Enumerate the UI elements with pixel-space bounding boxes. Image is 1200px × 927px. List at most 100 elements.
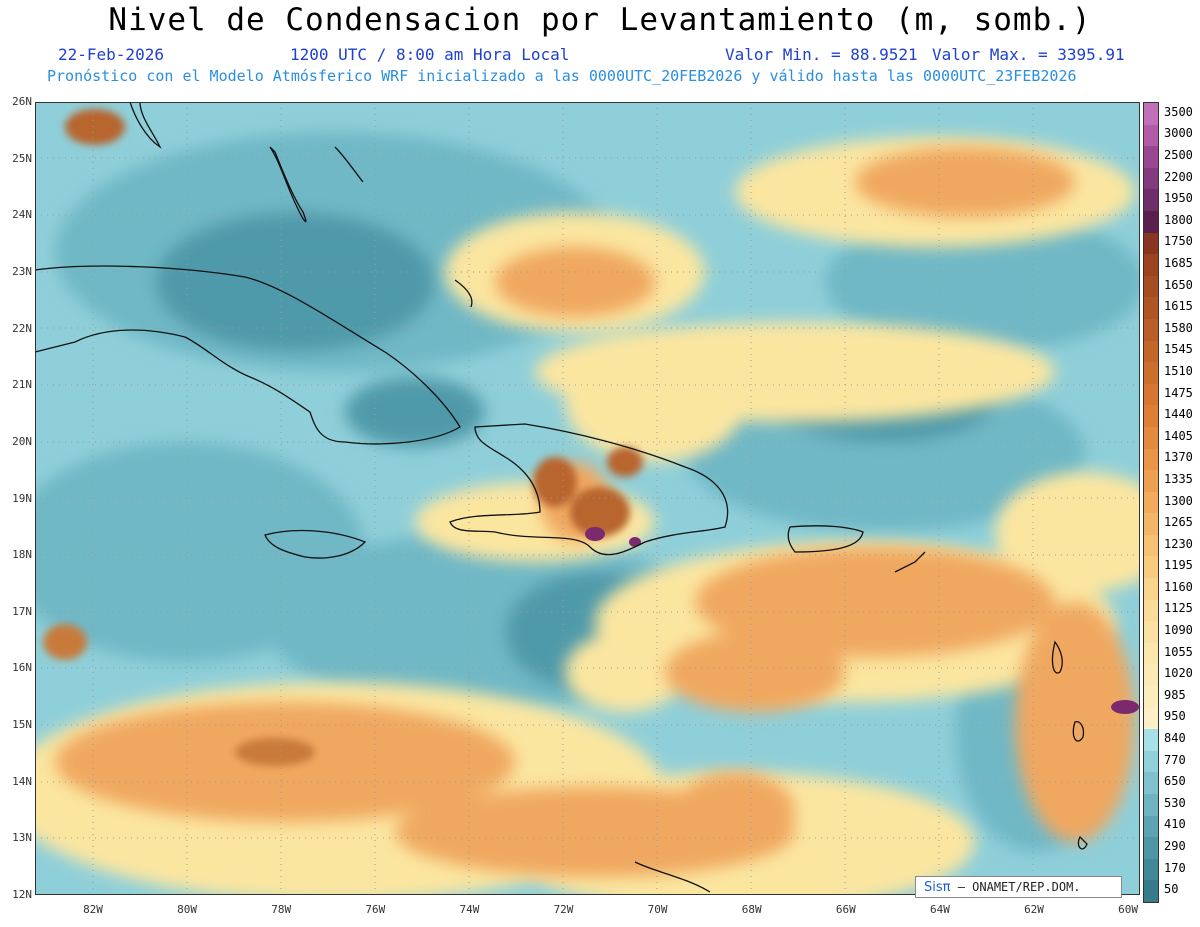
forecast-time: 1200 UTC / 8:00 am Hora Local <box>290 45 570 64</box>
colorbar-segment <box>1144 470 1158 493</box>
colorbar-segment <box>1144 167 1158 190</box>
lon-label: 60W <box>1118 903 1139 916</box>
colorbar-label: 1020 <box>1164 666 1193 681</box>
lon-label: 64W <box>929 903 950 916</box>
colorbar-segment <box>1144 513 1158 536</box>
colorbar-label: 1090 <box>1164 623 1193 638</box>
colorbar-segment <box>1144 578 1158 601</box>
lat-label: 26N <box>12 95 32 108</box>
colorbar-label: 1650 <box>1164 277 1193 292</box>
colorbar-label: 1195 <box>1164 558 1193 573</box>
map-panel[interactable] <box>35 102 1140 895</box>
colorbar-label: 1370 <box>1164 450 1193 465</box>
colorbar-label: 1580 <box>1164 320 1193 335</box>
colorbar <box>1143 102 1159 903</box>
colorbar-label: 1510 <box>1164 363 1193 378</box>
colorbar-segment <box>1144 426 1158 449</box>
brown-zones <box>43 109 643 766</box>
lat-label: 21N <box>12 378 32 392</box>
colorbar-segment <box>1144 210 1158 233</box>
lat-label: 19N <box>12 491 32 505</box>
lat-label: 25N <box>12 151 32 165</box>
colorbar-segment <box>1144 362 1158 385</box>
colorbar-label: 2500 <box>1164 147 1193 162</box>
colorbar-segment <box>1144 815 1158 838</box>
credit-text: – ONAMET/REP.DOM. <box>950 880 1081 894</box>
colorbar-label: 1160 <box>1164 579 1193 594</box>
colorbar-segment <box>1144 642 1158 665</box>
colorbar-label: 1545 <box>1164 342 1193 357</box>
colorbar-segment <box>1144 837 1158 860</box>
lat-label: 16N <box>12 661 32 675</box>
colorbar-label: 985 <box>1164 687 1186 702</box>
colorbar-segment <box>1144 146 1158 169</box>
max-value: Valor Max. = 3395.91 <box>932 45 1125 64</box>
colorbar-label: 650 <box>1164 774 1186 789</box>
forecast-date: 22-Feb-2026 <box>58 45 164 64</box>
lon-label: 68W <box>741 903 762 916</box>
model-info: Pronóstico con el Modelo Atmósferico WRF… <box>47 67 1077 85</box>
colorbar-label: 1475 <box>1164 385 1193 400</box>
colorbar-segment <box>1144 448 1158 471</box>
colorbar-label: 1125 <box>1164 601 1193 616</box>
credit-box: Sisπ – ONAMET/REP.DOM. <box>915 876 1122 898</box>
colorbar-label: 530 <box>1164 795 1186 810</box>
colorbar-segment <box>1144 103 1158 125</box>
colorbar-label: 410 <box>1164 817 1186 832</box>
colorbar-label: 1405 <box>1164 428 1193 443</box>
colorbar-label: 1950 <box>1164 191 1193 206</box>
colorbar-segment <box>1144 772 1158 795</box>
sispi-logo: Sisπ <box>924 880 951 895</box>
lon-label: 72W <box>553 903 574 916</box>
lat-label: 17N <box>12 604 32 618</box>
lat-label: 14N <box>12 774 32 788</box>
lon-label: 82W <box>83 903 103 916</box>
colorbar-label: 1615 <box>1164 299 1193 314</box>
colorbar-label: 170 <box>1164 860 1186 875</box>
colorbar-segment <box>1144 275 1158 298</box>
colorbar-label: 1685 <box>1164 255 1193 270</box>
colorbar-label: 3000 <box>1164 126 1193 141</box>
lat-label: 15N <box>12 718 32 732</box>
colorbar-label: 840 <box>1164 731 1186 746</box>
colorbar-segment <box>1144 707 1158 730</box>
colorbar-label: 1335 <box>1164 471 1193 486</box>
lat-label: 12N <box>12 888 32 901</box>
colorbar-segment <box>1144 556 1158 579</box>
lon-label: 66W <box>835 903 856 916</box>
colorbar-segment <box>1144 383 1158 406</box>
lon-label: 80W <box>177 903 198 916</box>
colorbar-label: 290 <box>1164 839 1186 853</box>
colorbar-segment <box>1144 340 1158 363</box>
min-value: Valor Min. = 88.9521 <box>725 45 918 64</box>
coastlines <box>35 102 1088 893</box>
lat-label: 24N <box>12 208 32 222</box>
colorbar-label: 950 <box>1164 709 1186 724</box>
colorbar-segment <box>1144 297 1158 320</box>
lat-label: 20N <box>12 434 32 448</box>
colorbar-label: 1300 <box>1164 493 1193 508</box>
map-title: Nivel de Condensacion por Levantamiento … <box>108 2 1092 38</box>
lat-label: 18N <box>12 548 32 562</box>
colorbar-segment <box>1144 124 1158 147</box>
purple-spots <box>585 527 1139 714</box>
colorbar-segment <box>1144 664 1158 687</box>
lat-label: 23N <box>12 264 32 278</box>
lon-label: 70W <box>647 903 668 916</box>
colorbar-segment <box>1144 189 1158 212</box>
colorbar-segment <box>1144 750 1158 773</box>
lon-label: 78W <box>271 903 292 916</box>
colorbar-segment <box>1144 534 1158 557</box>
colorbar-segment <box>1144 405 1158 428</box>
lat-label: 13N <box>12 831 32 845</box>
colorbar-label: 3500 <box>1164 104 1193 119</box>
colorbar-label: 1265 <box>1164 515 1193 530</box>
colorbar-segment <box>1144 858 1158 881</box>
lcl-field-map <box>35 102 1140 895</box>
colorbar-label: 770 <box>1164 752 1186 767</box>
colorbar-label: 1055 <box>1164 644 1193 659</box>
colorbar-segment <box>1144 491 1158 514</box>
colorbar-segment <box>1144 794 1158 817</box>
colorbar-label: 2200 <box>1164 169 1193 184</box>
colorbar-label: 1750 <box>1164 234 1193 249</box>
